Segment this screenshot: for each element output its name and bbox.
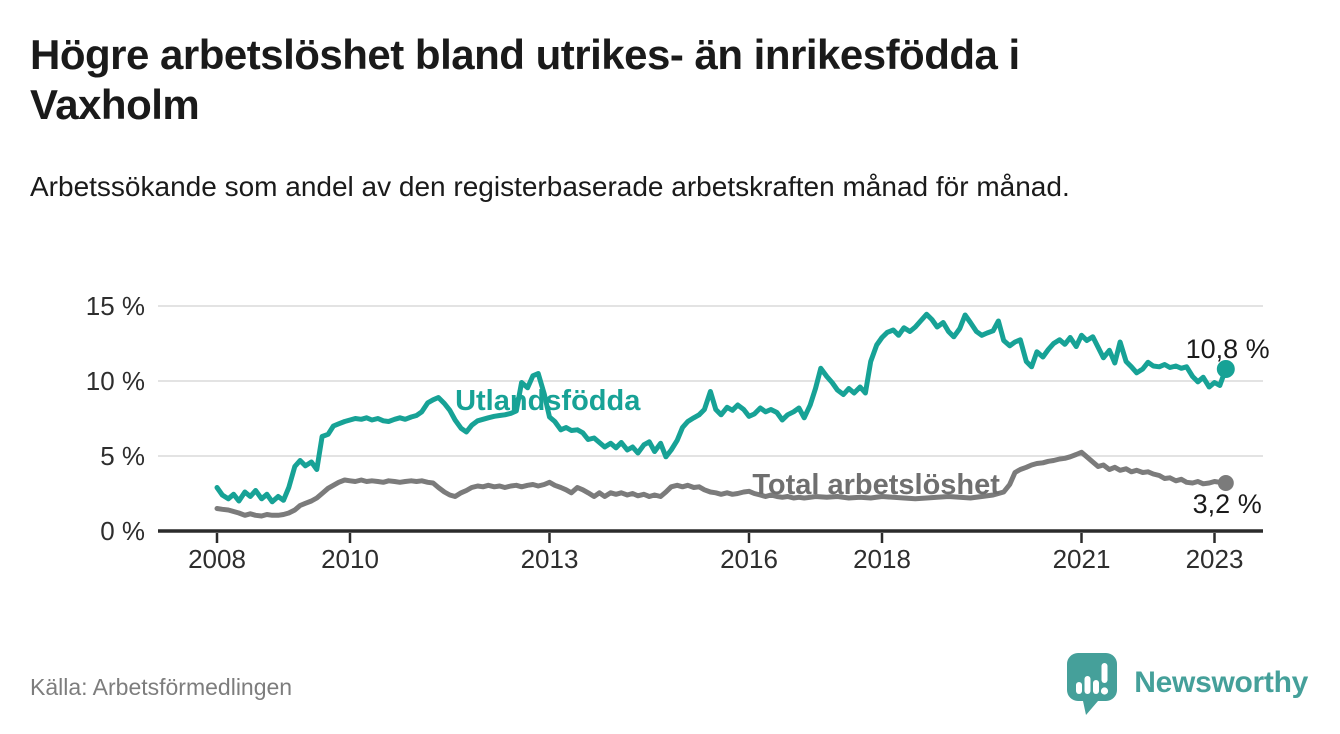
x-tick-label: 2010 [321, 544, 379, 574]
series-label: Utlandsfödda [455, 385, 641, 417]
source-label: Källa: Arbetsförmedlingen [30, 674, 293, 700]
x-tick-label: 2013 [521, 544, 579, 574]
series-line-total [214, 449, 1229, 519]
x-tick-label: 2016 [720, 544, 778, 574]
y-tick-label: 10 % [86, 366, 145, 396]
chart-title: Högre arbetslöshet bland utrikes- än inr… [30, 30, 1020, 130]
x-tick-label: 2023 [1186, 544, 1244, 574]
brand-name: Newsworthy [1134, 666, 1308, 699]
end-value-label: 3,2 % [1193, 489, 1262, 519]
x-tick-label: 2018 [853, 544, 911, 574]
series-end-dot [1216, 360, 1235, 378]
series-label: Total arbetslöshet [752, 469, 1000, 501]
series-line-utlandsfodda [214, 311, 1229, 505]
y-tick-label: 15 % [86, 291, 145, 321]
y-tick-label: 0 % [100, 516, 145, 546]
brand-logo: Newsworthy [1064, 650, 1308, 716]
series-end-dot [1217, 475, 1234, 491]
chart-title-line1: Högre arbetslöshet bland utrikes- än inr… [30, 31, 1020, 78]
x-tick-label: 2008 [188, 544, 246, 574]
x-tick-label: 2021 [1053, 544, 1111, 574]
line-chart: 2008 2010 2013 2016 2018 2021 2023 0 % 5 % 10 % 15… [86, 291, 1270, 574]
chart-subtitle: Arbetssökande som andel av den registerb… [30, 171, 1070, 202]
end-value-label: 10,8 % [1186, 334, 1270, 364]
newsworthy-speech-bubble-bar-chart-icon [1064, 650, 1120, 716]
chart-title-line2: Vaxholm [30, 81, 200, 128]
y-tick-label: 5 % [100, 441, 145, 471]
